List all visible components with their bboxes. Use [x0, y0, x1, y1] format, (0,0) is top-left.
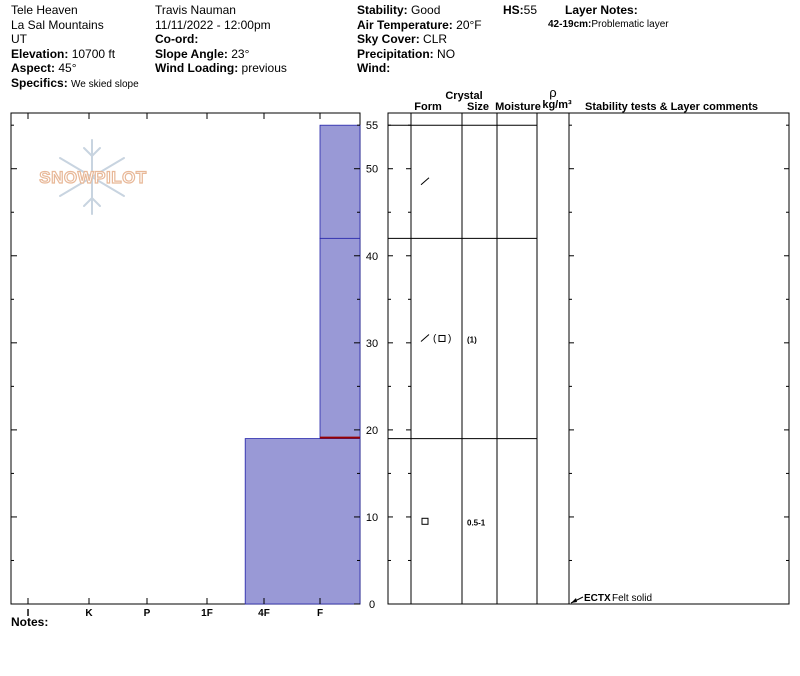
wind-loading-label: Wind Loading:	[155, 61, 239, 75]
paren-close: )	[448, 333, 451, 344]
logo-text: SNOWPILOT	[39, 168, 147, 187]
layer-table-gridlines	[388, 113, 570, 604]
depth-tick-label: 55	[366, 120, 378, 132]
aspect-row: Aspect: 45°	[11, 61, 139, 76]
hardness-tick-label: K	[85, 608, 93, 619]
hardness-tick-label: 4F	[258, 608, 270, 619]
coord-row: Co-ord:	[155, 32, 287, 47]
size-header: Size	[467, 101, 489, 113]
elevation-value: 10700 ft	[71, 46, 116, 61]
snowpilot-logo: SNOWPILOT	[39, 139, 147, 215]
mountain-range: La Sal Mountains	[11, 17, 104, 32]
precip-row: Precipitation: NO	[357, 47, 482, 62]
crystal-size: 0.5-1	[467, 518, 486, 527]
crystal-form-icon	[420, 177, 430, 186]
specifics-row: Specifics: We skied slope	[11, 76, 139, 93]
depth-tick-label: 50	[366, 164, 378, 176]
moisture-header: Moisture	[495, 101, 541, 113]
decomposing-fragments-icon	[420, 177, 430, 186]
layer-bar-3	[244, 438, 361, 605]
density-header: kg/m³	[542, 99, 572, 111]
notes-label: Notes:	[11, 615, 48, 629]
air-temp-row: Air Temperature: 20°F	[357, 18, 482, 33]
comments-header: Stability tests & Layer comments	[585, 101, 758, 113]
crystal-header: Crystal	[445, 90, 482, 102]
precip-value: NO	[437, 46, 456, 61]
wind-loading-value: previous	[241, 61, 287, 75]
air-temp-label: Air Temperature:	[357, 17, 453, 32]
hs-row: HS:55	[503, 3, 537, 18]
layer-note-text: Problematic layer	[591, 19, 669, 30]
crystal-form-icon: ()	[420, 333, 451, 344]
stability-test-result: ECTX Felt solid	[570, 593, 652, 604]
wind-row: Wind:	[357, 61, 482, 76]
form-header: Form	[414, 101, 442, 113]
arrow-icon	[571, 598, 577, 603]
slope-label: Slope Angle:	[155, 46, 228, 61]
state: UT	[11, 32, 27, 46]
layer-bar-2	[319, 237, 361, 439]
stability-row: Stability: Good	[357, 3, 482, 18]
slope-row: Slope Angle: 23°	[155, 47, 287, 62]
depth-tick-label: 10	[366, 512, 378, 524]
hs-label: HS:	[503, 3, 524, 17]
aspect-label: Aspect:	[11, 61, 56, 75]
hardness-layers	[244, 124, 361, 605]
sky-value: CLR	[423, 32, 448, 46]
observer-info: Travis Nauman 11/11/2022 - 12:00pm Co-or…	[155, 3, 287, 76]
depth-tick-label: 40	[366, 251, 378, 263]
hardness-tick-label: F	[317, 608, 323, 619]
depth-axis: 0 10 20 30 40 50 55	[11, 120, 789, 611]
stability-value: Good	[411, 3, 441, 17]
layer-note: 42-19cm:Problematic layer	[548, 18, 669, 33]
hardness-axis: I K P 1F 4F F	[27, 113, 323, 619]
layer-bar-1	[319, 124, 361, 239]
layer-notes-title: Layer Notes:	[565, 3, 638, 17]
specifics-value: We skied slope	[71, 78, 139, 90]
observation-datetime: 11/11/2022 - 12:00pm	[155, 17, 271, 32]
rho-symbol: ρ	[549, 85, 556, 100]
test-code: ECTX	[584, 593, 611, 604]
wind-label: Wind:	[357, 61, 391, 75]
location-name: Tele Heaven	[11, 3, 78, 17]
faceted-crystals-icon	[438, 334, 446, 342]
depth-tick-label: 20	[366, 425, 378, 437]
air-temp-value: 20°F	[456, 17, 482, 32]
slope-value: 23°	[231, 46, 250, 61]
test-comment: Felt solid	[612, 593, 652, 604]
snowflake-icon	[59, 139, 125, 215]
conditions-info: Stability: Good Air Temperature: 20°F Sk…	[357, 3, 482, 76]
hs-value: 55	[523, 3, 538, 17]
layer-table-rows: () (1) 0.5-1	[420, 177, 486, 527]
column-headers: Crystal Form Size Moisture ρ kg/m³ Stabi…	[414, 85, 758, 113]
hardness-tick-label: 1F	[201, 608, 213, 619]
layer-table-frame	[387, 112, 790, 605]
faceted-crystals-icon	[421, 517, 429, 525]
paren-open: (	[433, 333, 437, 344]
crystal-size: (1)	[467, 335, 477, 344]
observer-name: Travis Nauman	[155, 3, 236, 17]
specifics-label: Specifics:	[11, 75, 68, 90]
layer-note-depth: 42-19cm:	[548, 19, 592, 30]
site-info: Tele Heaven La Sal Mountains UT Elevatio…	[11, 3, 139, 92]
depth-tick-label: 30	[366, 338, 378, 350]
sky-label: Sky Cover:	[357, 32, 420, 46]
aspect-value: 45°	[58, 61, 77, 75]
hardness-tick-label: I	[27, 608, 30, 619]
wind-loading-row: Wind Loading: previous	[155, 61, 287, 76]
sky-row: Sky Cover: CLR	[357, 32, 482, 47]
crystal-form-icon	[421, 517, 429, 525]
depth-tick-label: 0	[369, 599, 375, 611]
decomposing-fragments-icon	[420, 334, 430, 342]
stability-label: Stability:	[357, 3, 408, 17]
hardness-tick-label: P	[144, 608, 151, 619]
coord-label: Co-ord:	[155, 32, 199, 46]
elevation-label: Elevation:	[11, 46, 69, 61]
elevation-row: Elevation: 10700 ft	[11, 47, 139, 62]
precip-label: Precipitation:	[357, 46, 434, 61]
